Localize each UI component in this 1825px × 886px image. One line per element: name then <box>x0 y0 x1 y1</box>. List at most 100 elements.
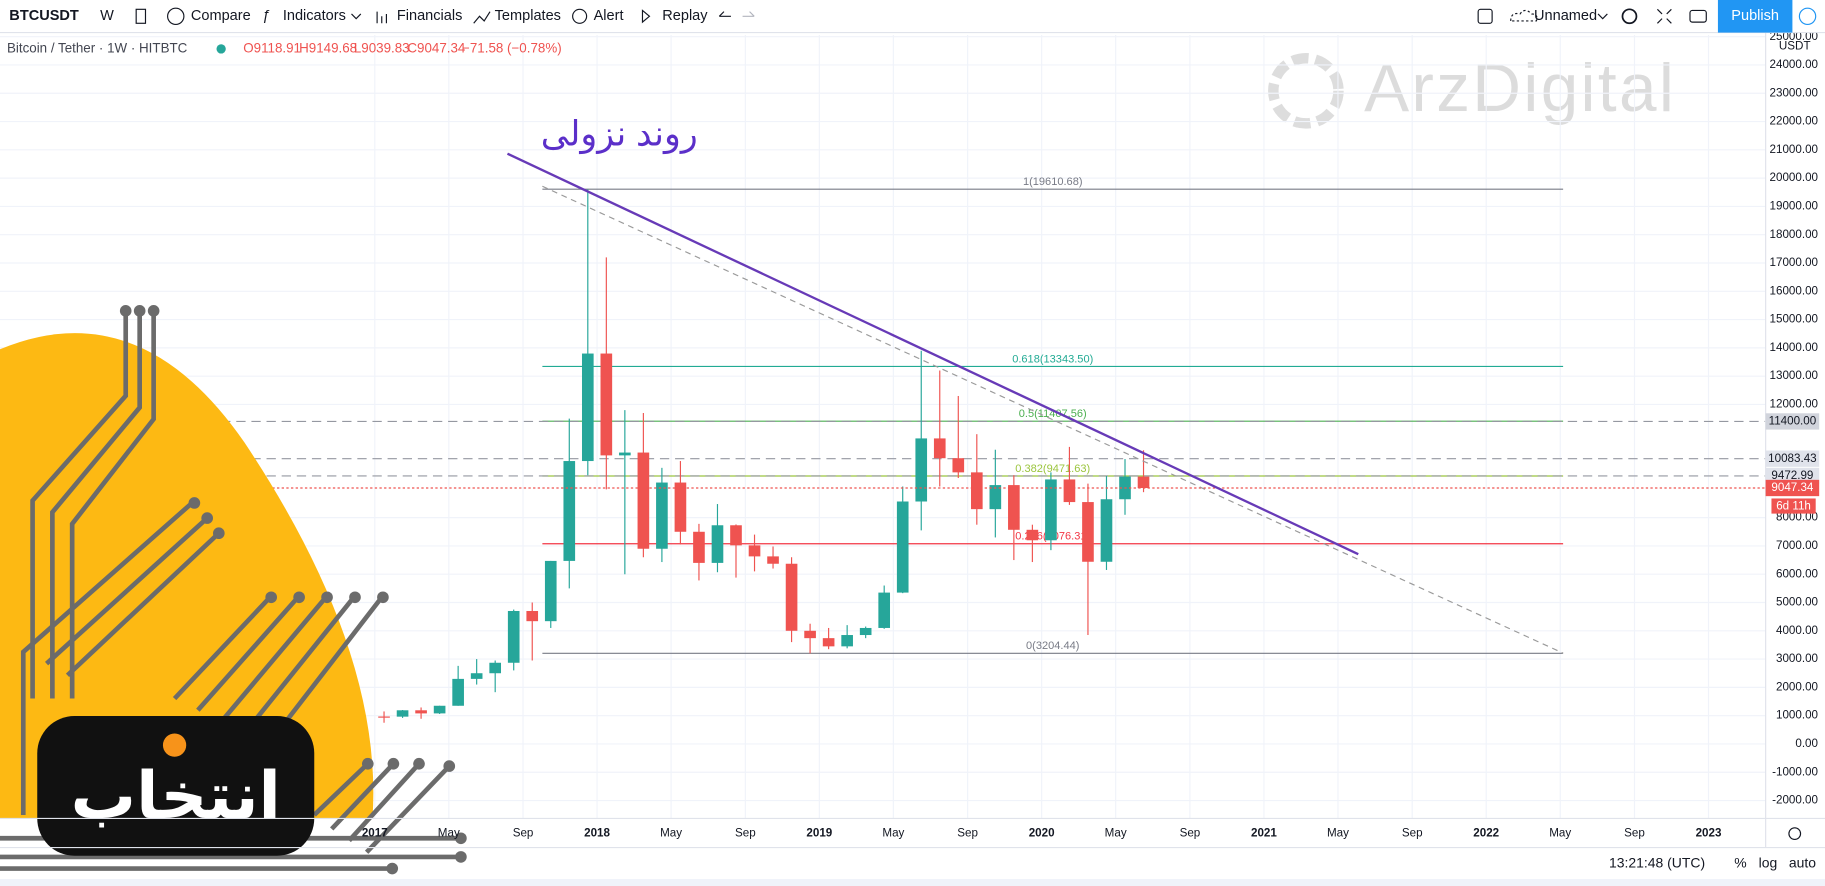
price-tag-label: 10083.43 <box>1768 452 1816 465</box>
templates-icon <box>473 11 491 24</box>
legend-change: −71.58 (−0.78%) <box>462 40 562 55</box>
candle-body <box>1063 479 1076 503</box>
y-tick-label: 0.00 <box>1795 737 1818 750</box>
y-tick-label: 1000.00 <box>1776 709 1819 722</box>
countdown-label: 6d 11h <box>1776 500 1811 513</box>
candle-body <box>619 452 631 456</box>
legend-open: O9118.91 <box>243 40 301 55</box>
logo-text: انتخاب <box>71 759 281 832</box>
price-tag-label: 9472.99 <box>1771 469 1813 482</box>
y-tick-label: 17000.00 <box>1770 256 1819 269</box>
candle-body <box>693 531 705 563</box>
y-tick-label: 23000.00 <box>1770 86 1819 99</box>
candle-body <box>600 353 613 456</box>
y-tick-label: 19000.00 <box>1770 200 1819 213</box>
legend-title: Bitcoin / Tether · 1W · HITBTC <box>7 40 188 55</box>
bottom-strip <box>0 879 1825 886</box>
legend-close: C9047.34 <box>407 40 466 55</box>
candle-body <box>637 452 650 549</box>
status-dot <box>216 44 226 54</box>
indicators-icon: ƒ <box>262 8 270 24</box>
candle-body <box>507 610 520 663</box>
financials-icon <box>376 11 387 24</box>
candle-body <box>1008 485 1020 530</box>
x-tick-label: 2020 <box>1029 827 1055 840</box>
price-tag <box>1765 413 1820 430</box>
circuit-pads <box>119 305 467 875</box>
percent-toggle[interactable]: % <box>1734 855 1746 871</box>
candle-body <box>470 673 483 679</box>
candle-body <box>415 710 427 714</box>
toolbar-item[interactable]: Compare <box>191 8 251 24</box>
toolbar-item[interactable]: Replay <box>662 8 708 24</box>
x-tick-label: May <box>1327 827 1349 840</box>
legend-high: H9149.68 <box>299 40 357 55</box>
layout-name[interactable]: Unnamed <box>1534 8 1597 24</box>
candle-body <box>748 545 761 557</box>
toolbar-item[interactable]: Alert <box>594 8 624 24</box>
y-tick-label: 7000.00 <box>1776 539 1819 552</box>
replay-icon <box>641 9 651 24</box>
auto-toggle[interactable]: auto <box>1789 855 1816 871</box>
fib-label: 1(19610.68) <box>1023 176 1083 188</box>
publish-label[interactable]: Publish <box>1731 8 1779 24</box>
snapshot[interactable] <box>1689 9 1707 23</box>
x-tick-label: Sep <box>1402 827 1423 840</box>
x-tick-label: 2021 <box>1251 827 1277 840</box>
countdown-tag <box>1771 498 1816 514</box>
y-tick-label: 14000.00 <box>1770 341 1819 354</box>
y-tick-label: -2000.00 <box>1772 794 1818 807</box>
x-tick-label: Sep <box>1624 827 1645 840</box>
candle-body <box>1137 476 1150 488</box>
annotation: روند نزولی <box>541 114 698 154</box>
y-tick-label: 4000.00 <box>1776 624 1819 637</box>
x-tick-label: May <box>438 827 460 840</box>
dropdown-icon[interactable] <box>1597 13 1608 20</box>
y-tick-label: 22000.00 <box>1770 115 1819 128</box>
x-tick-label: 2019 <box>806 827 832 840</box>
last-price-tag <box>1765 479 1820 497</box>
y-tick-label: -1000.00 <box>1772 765 1818 778</box>
play-button[interactable] <box>1798 7 1817 26</box>
toolbar-item[interactable]: Indicators <box>283 8 346 24</box>
price-tag <box>1765 450 1820 467</box>
log-toggle[interactable]: log <box>1759 855 1778 871</box>
candle-body <box>952 458 965 473</box>
publish-button[interactable] <box>1717 0 1793 33</box>
legend-low: L9039.83 <box>354 40 410 55</box>
dropdown-icon[interactable] <box>351 13 362 20</box>
checkbox[interactable] <box>1477 8 1493 24</box>
y-tick-label: 5000.00 <box>1776 596 1819 609</box>
axis-settings[interactable] <box>1788 827 1802 841</box>
x-tick-label: Sep <box>513 827 534 840</box>
symbol[interactable]: BTCUSDT <box>9 8 79 24</box>
toolbar-item[interactable]: Financials <box>397 8 462 24</box>
logo-box <box>37 716 315 856</box>
watermark: ArzDigital <box>1268 51 1674 129</box>
candle-body <box>544 560 557 622</box>
candle-body <box>1045 479 1057 541</box>
undo[interactable] <box>718 11 731 17</box>
trend-line <box>506 152 1359 556</box>
fib-label: 0.382(9471.63) <box>1015 463 1090 475</box>
fullscreen[interactable] <box>1656 8 1672 24</box>
candle-body <box>915 438 928 502</box>
settings[interactable] <box>1621 8 1638 25</box>
logo: انتخاب <box>0 305 467 875</box>
candle-body <box>859 627 872 636</box>
y-tick-label: 16000.00 <box>1770 284 1819 297</box>
interval[interactable]: W <box>100 8 114 24</box>
logo-coin <box>162 733 187 757</box>
candle-body <box>970 472 983 510</box>
chart-type-icon[interactable] <box>135 8 147 24</box>
x-tick-label: May <box>882 827 904 840</box>
redo[interactable] <box>742 11 755 17</box>
fib-label: 0.618(13343.50) <box>1012 353 1093 365</box>
axes: USDT -2000.00 -1000.00 0.00 1000.00 2000.00 3… <box>0 30 1825 848</box>
toolbar-item[interactable]: Templates <box>495 8 561 24</box>
axis-unit: USDT <box>1779 40 1811 53</box>
y-tick-label: 18000.00 <box>1770 228 1819 241</box>
candle-body <box>563 461 576 561</box>
candle-body <box>433 705 446 714</box>
cloud-icon <box>1510 9 1538 22</box>
